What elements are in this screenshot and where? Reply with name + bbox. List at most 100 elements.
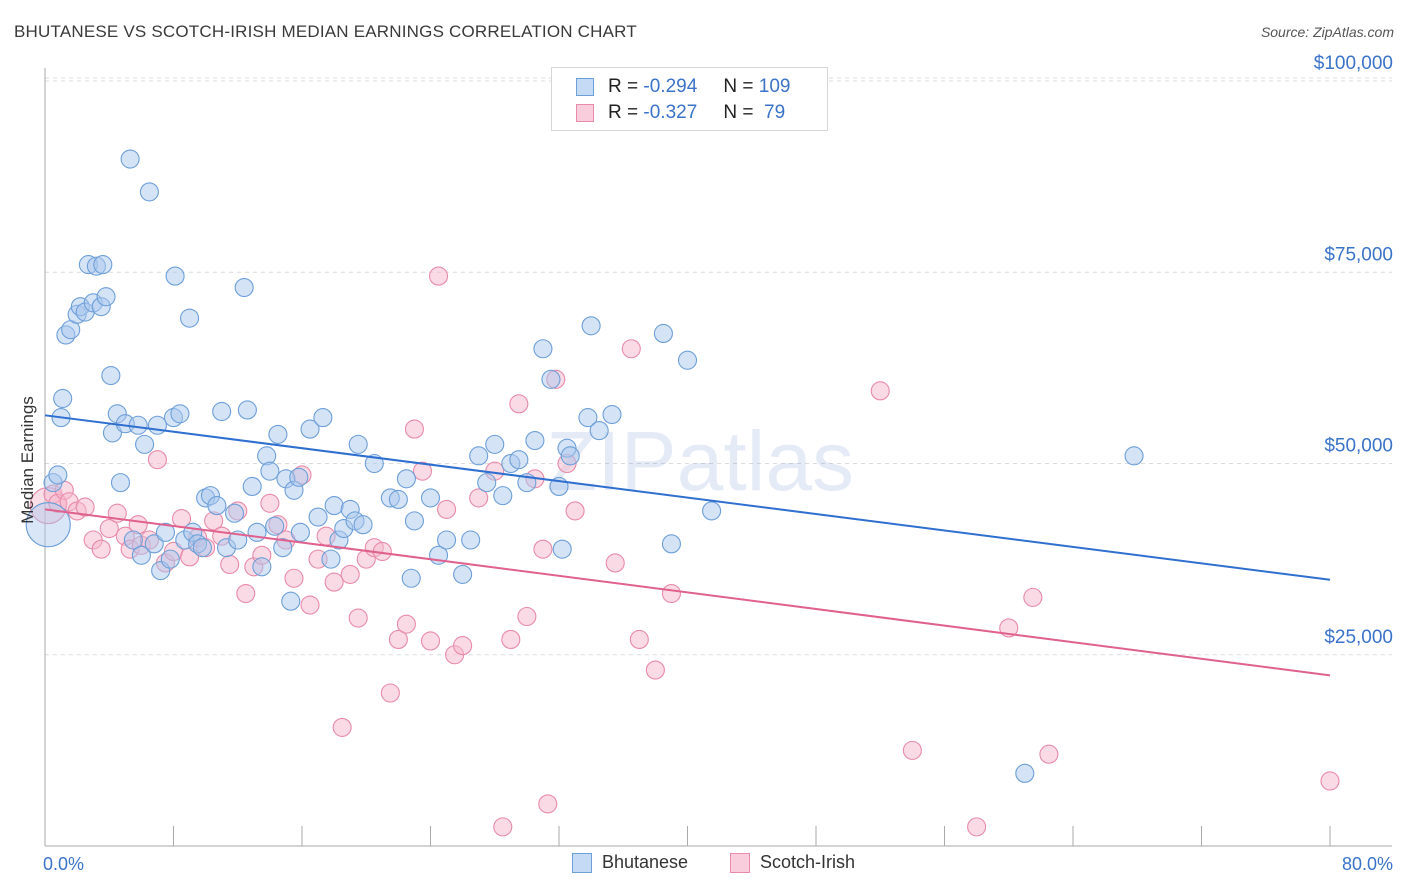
bhutanese-point — [165, 266, 185, 286]
bhutanese-points — [25, 149, 1144, 783]
bhutanese-point — [602, 404, 622, 425]
bhutanese-point — [252, 557, 272, 577]
y-tick-label: $75,000 — [1324, 244, 1393, 265]
bhutanese-point — [289, 467, 309, 487]
legend-n-value: 109 — [758, 76, 791, 97]
bhutanese-point — [493, 486, 513, 506]
bhutanese-point — [147, 415, 167, 435]
bhutanese-point — [420, 488, 441, 508]
bhutanese-point — [123, 530, 143, 550]
bhutanese-point — [533, 339, 553, 359]
stats-legend: R = -0.294 N = 109 R = -0.327 N = 79 — [551, 67, 828, 131]
bhutanese-point — [461, 530, 481, 550]
axes — [44, 68, 1392, 847]
bhutanese-point — [324, 496, 344, 516]
bhutanese-point — [135, 434, 155, 454]
bhutanese-point — [541, 369, 561, 389]
legend-n-label: N = — [723, 102, 754, 123]
bhutanese-point — [139, 182, 159, 202]
y-tick-label: $50,000 — [1324, 436, 1393, 457]
bhutanese-point — [404, 511, 424, 531]
scotch-irish-point — [1023, 587, 1043, 607]
legend-r-value: -0.327 — [643, 102, 698, 123]
bhutanese-point — [207, 496, 227, 516]
scotch-irish-point — [629, 629, 649, 650]
bhutanese-point — [1124, 446, 1144, 466]
bhutanese-point — [509, 450, 529, 470]
bhutanese-point — [234, 277, 254, 298]
scotch-irish-point — [428, 266, 449, 286]
scotch-irish-point — [902, 740, 922, 760]
bhutanese-point — [300, 419, 320, 439]
bhutanese-point — [93, 255, 113, 275]
bhutanese-point — [437, 530, 457, 550]
scotch-irish-trend-line — [44, 508, 1331, 677]
scotch-irish-point — [493, 817, 513, 837]
bhutanese-point — [348, 434, 368, 454]
bhutanese-point — [281, 591, 301, 611]
bhutanese-point — [48, 465, 68, 485]
scotch-irish-point — [420, 631, 441, 651]
scotch-irish-point — [220, 554, 240, 575]
bhutanese-point — [247, 522, 267, 542]
bhutanese-point — [396, 469, 416, 489]
scotch-irish-point — [260, 493, 280, 513]
scotch-irish-point — [565, 501, 585, 521]
scotch-irish-point — [324, 572, 344, 592]
bhutanese-point — [131, 545, 151, 565]
scotch-irish-point — [645, 660, 665, 680]
bhutanese-point — [353, 515, 373, 535]
scotch-irish-point — [605, 553, 625, 573]
bhutanese-point — [128, 415, 148, 435]
scotch-irish-point — [870, 381, 890, 401]
scotch-irish-point — [348, 608, 368, 628]
bhutanese-point — [144, 534, 164, 554]
scotch-irish-point — [538, 794, 558, 814]
legend-r-label: R = — [608, 102, 639, 123]
bhutanese-point — [477, 473, 497, 493]
trend-lines — [44, 414, 1331, 677]
bhutanese-trend-line — [44, 414, 1331, 581]
bhutanese-point — [260, 461, 280, 481]
bhutanese-point — [290, 522, 310, 542]
x-tick-label: 0.0% — [43, 854, 84, 874]
scotch-irish-point — [340, 564, 360, 584]
scotch-irish-point — [533, 539, 553, 559]
legend-n-label: N = — [723, 76, 754, 97]
scotch-irish-point — [1320, 771, 1340, 791]
bhutanese-point — [96, 287, 116, 307]
x-tick-labels: 0.0% 80.0% — [43, 854, 1393, 874]
bhutanese-point — [469, 446, 489, 466]
bhutanese-point — [552, 539, 572, 559]
scotch-irish-point — [99, 518, 119, 539]
bhutanese-point — [268, 424, 288, 444]
bhutanese-point — [1015, 763, 1035, 783]
bhutanese-point — [453, 564, 473, 584]
scotch-irish-point — [501, 629, 521, 650]
scotch-irish-point — [509, 394, 529, 414]
legend-item-bhutanese: Bhutanese — [572, 852, 688, 873]
chart-title: BHUTANESE VS SCOTCH-IRISH MEDIAN EARNING… — [14, 22, 637, 41]
bhutanese-point — [242, 476, 262, 497]
scotch-irish-point — [236, 583, 256, 604]
scotch-irish-point — [967, 817, 987, 837]
bhutanese-point — [589, 421, 609, 441]
bhutanese-point — [677, 350, 698, 370]
scotch-irish-point — [396, 614, 416, 634]
bhutanese-point — [180, 308, 200, 328]
source-label: Source: ZipAtlas.com — [1260, 24, 1394, 40]
legend-swatch-scotch-irish — [576, 104, 594, 122]
bhutanese-point — [321, 549, 341, 569]
legend-row-bhutanese: R = -0.294 N = 109 — [576, 75, 790, 99]
scotch-irish-point — [147, 450, 167, 470]
scotch-irish-point — [388, 629, 408, 650]
scotch-irish-point — [517, 606, 537, 627]
bhutanese-point — [560, 446, 580, 466]
bhutanese-point — [53, 388, 73, 409]
scotch-irish-point — [300, 595, 320, 615]
y-tick-label: $25,000 — [1324, 627, 1393, 648]
scotch-irish-point — [75, 497, 95, 517]
scotch-irish-point — [380, 683, 400, 703]
x-tick-label: 80.0% — [1342, 854, 1393, 874]
series-legend: Bhutanese Scotch-Irish — [0, 852, 1406, 876]
